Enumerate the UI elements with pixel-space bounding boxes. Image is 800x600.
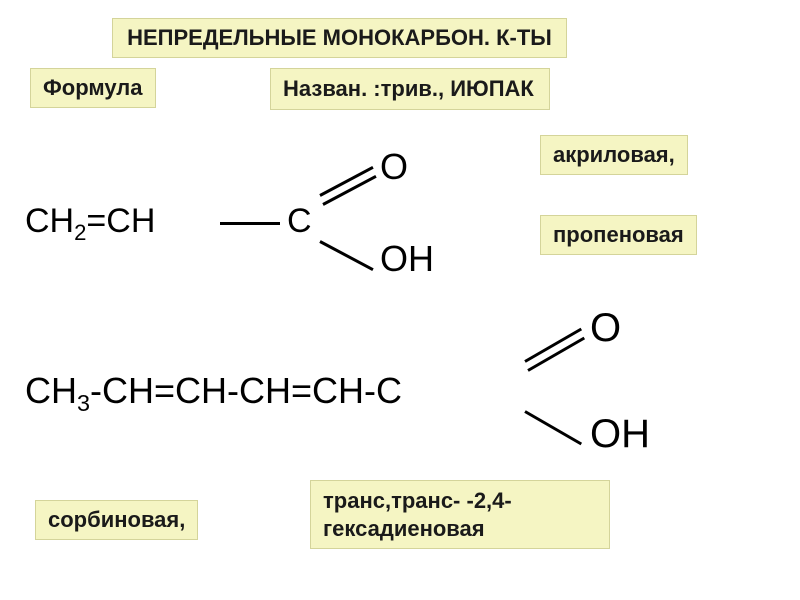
f1-carbon: C xyxy=(287,202,312,241)
propenoic-label-box: пропеновая xyxy=(540,215,697,255)
f1-oh: OH xyxy=(380,238,434,280)
acrylic-formula: CH2=CH C O OH xyxy=(25,150,535,280)
formula1-chain: CH2=CH xyxy=(25,202,155,246)
title-box: НЕПРЕДЕЛЬНЫЕ МОНОКАРБОН. К-ТЫ xyxy=(112,18,567,58)
f1-ch: CH xyxy=(25,202,74,240)
f2-sub: 3 xyxy=(77,390,90,416)
f1-sbond-oh xyxy=(319,240,373,271)
acrylic-label-box: акриловая, xyxy=(540,135,688,175)
f2-oh: OH xyxy=(590,412,650,457)
acrylic-label-text: акриловая, xyxy=(553,142,675,167)
name-label-box: Назван. :трив., ИЮПАК xyxy=(270,68,550,110)
title-text: НЕПРЕДЕЛЬНЫЕ МОНОКАРБОН. К-ТЫ xyxy=(127,25,552,50)
hexadienoic-label-box: транс,транс- -2,4-гексадиеновая xyxy=(310,480,610,549)
formula2-chain: CH3-CH=CH-CH=CH-C xyxy=(25,370,402,417)
name-label-text: Назван. :трив., ИЮПАК xyxy=(283,76,534,101)
f2-ch: CH xyxy=(25,370,77,411)
f2-oxygen: O xyxy=(590,306,621,351)
f2-tail: -CH=CH-CH=CH-C xyxy=(90,370,402,411)
formula-label-text: Формула xyxy=(43,75,143,100)
f1-oxygen: O xyxy=(380,146,408,188)
hexadienoic-label-text: транс,транс- -2,4-гексадиеновая xyxy=(323,488,512,541)
sorbic-label-text: сорбиновая, xyxy=(48,507,185,532)
f2-sbond-oh xyxy=(524,410,582,445)
formula-label-box: Формула xyxy=(30,68,156,108)
f1-sub: 2 xyxy=(74,220,86,245)
sorbic-formula: CH3-CH=CH-CH=CH-C O OH xyxy=(25,310,765,460)
sorbic-label-box: сорбиновая, xyxy=(35,500,198,540)
f1-bond-to-c xyxy=(220,222,280,225)
f1-tail: =CH xyxy=(86,202,155,240)
propenoic-label-text: пропеновая xyxy=(553,222,684,247)
